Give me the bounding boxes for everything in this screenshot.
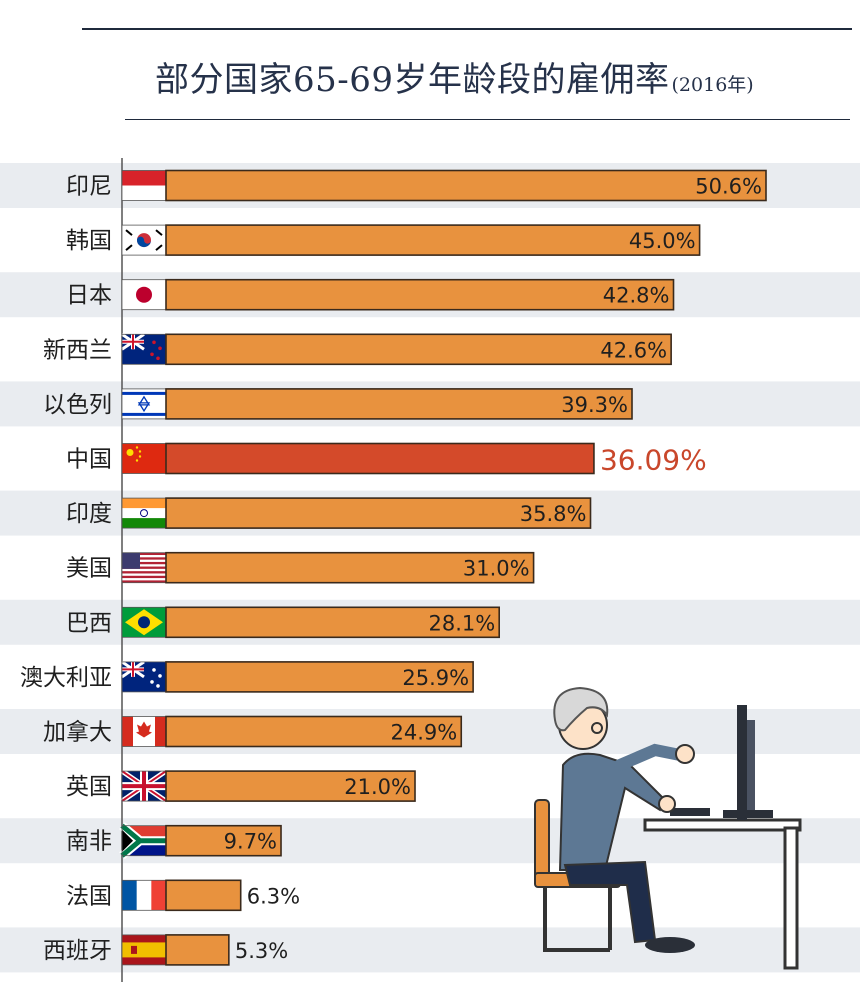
flag-china-icon [121,443,167,474]
value-label: 35.8% [520,502,587,526]
flag-south-korea-icon [121,224,167,256]
category-label: 中国 [66,447,112,473]
value-label: 45.0% [629,229,696,253]
flag-france-icon [121,879,167,911]
bar [165,224,701,256]
category-label: 澳大利亚 [20,665,112,691]
bar [165,934,230,966]
bar [165,169,767,202]
value-label: 39.3% [561,393,628,417]
value-label: 36.09% [600,444,707,477]
category-label: 法国 [66,883,112,909]
value-label: 28.1% [428,611,495,635]
category-label: 美国 [66,556,112,582]
bar [165,551,535,584]
value-label: 42.8% [603,284,670,308]
flag-new-zealand-icon [121,333,167,365]
value-label: 25.9% [402,666,469,690]
category-label: 西班牙 [43,938,112,964]
bar [165,442,595,475]
flag-uk-icon [120,769,168,804]
flag-brazil-icon [121,606,167,638]
bar [165,606,501,639]
flag-spain-icon [121,934,167,966]
flag-india-icon [121,497,167,529]
category-label: 巴西 [66,610,112,636]
value-label: 24.9% [391,721,458,745]
chart-title-block: 部分国家65-69岁年龄段的雇佣率 (2016年) [155,52,855,102]
flag-usa-icon [121,552,167,584]
bar [165,879,242,912]
value-label: 9.7% [224,830,277,854]
category-label: 印尼 [66,174,112,200]
flag-japan-icon [121,279,167,311]
bar [165,770,416,802]
category-label: 日本 [66,283,112,309]
bar [165,824,282,857]
elderly-worker-illustration [534,686,802,970]
title-underline [125,119,850,120]
bar [165,497,592,529]
value-label: 6.3% [247,884,300,908]
value-label: 50.6% [695,175,762,199]
flag-israel-icon [121,388,167,420]
category-label: 加拿大 [43,719,112,746]
value-label: 42.6% [600,338,667,362]
bar [165,715,463,748]
chart-title: 部分国家65-69岁年龄段的雇佣率 [155,60,670,100]
flag-south-africa-icon [119,822,167,860]
category-label: 印度 [66,501,112,527]
flag-australia-icon [121,660,167,693]
category-label: 以色列 [43,392,112,418]
top-rule [82,28,852,30]
category-label: 英国 [66,774,112,800]
category-label: 韩国 [66,228,112,254]
value-label: 5.3% [235,939,288,963]
value-label: 31.0% [463,557,530,581]
value-label: 21.0% [344,775,411,799]
bar-chart: 印尼 50.6% 韩国 45.0% 日本 42.8% 新西兰 42.6% 以色列 39.3% 中国 3… [0,158,860,982]
bar [165,278,675,311]
category-label: 新西兰 [43,337,112,363]
bar [165,333,672,366]
bar [165,661,474,693]
bar [165,388,633,420]
chart-subtitle: (2016年) [671,74,754,96]
category-label: 南非 [66,829,112,855]
flag-indonesia-icon [121,170,167,201]
flag-canada-icon [121,716,167,747]
